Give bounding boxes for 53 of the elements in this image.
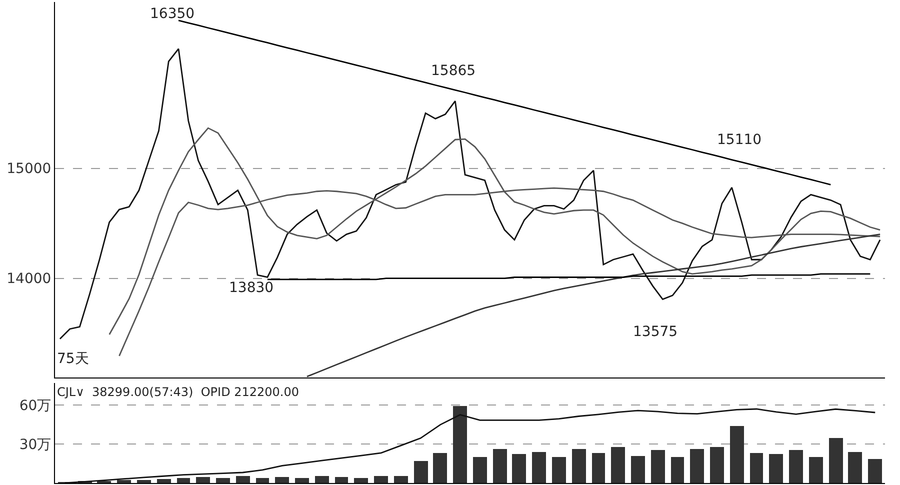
annotation: 16350 — [150, 6, 195, 22]
bar — [868, 459, 882, 483]
bar — [236, 476, 250, 483]
bar — [552, 457, 566, 483]
bar — [710, 447, 724, 483]
annotation: 15110 — [717, 132, 762, 148]
bar — [335, 477, 348, 483]
bar — [611, 447, 625, 483]
bar — [216, 478, 230, 483]
bar — [295, 478, 309, 483]
bar — [157, 479, 171, 483]
bar — [493, 449, 507, 483]
line-series — [178, 20, 832, 186]
bar — [789, 450, 803, 483]
bar — [275, 477, 289, 483]
y-tick-label: 14000 — [6, 271, 52, 288]
bar — [453, 406, 467, 483]
bar — [394, 476, 408, 483]
bar — [769, 454, 783, 483]
bar — [848, 452, 862, 483]
bar — [433, 453, 447, 483]
annotation: CJL∨ 38299.00(57:43) OPID 212200.00 — [57, 385, 300, 399]
line-series — [306, 234, 881, 378]
bar — [572, 449, 586, 483]
annotation: 75天 — [57, 351, 89, 367]
bar — [414, 461, 428, 483]
bar — [651, 450, 665, 483]
bar — [473, 457, 487, 483]
bar — [631, 456, 645, 483]
y-tick-label: 15000 — [6, 161, 52, 178]
bar — [730, 426, 744, 483]
line-series — [59, 48, 881, 340]
bar — [374, 476, 388, 483]
bar — [809, 457, 823, 483]
bar — [315, 476, 329, 483]
y-tick-label: 60万 — [19, 398, 52, 414]
annotation: 13575 — [633, 324, 678, 340]
bar — [592, 453, 605, 483]
bar — [354, 478, 368, 483]
bar — [117, 480, 131, 483]
annotation: 15865 — [431, 63, 476, 79]
bar — [256, 478, 269, 483]
bar — [671, 457, 684, 483]
bar — [177, 478, 190, 483]
y-tick-label: 30万 — [19, 437, 52, 454]
bar — [512, 454, 526, 483]
bar — [829, 438, 843, 483]
bar — [750, 453, 763, 483]
bar — [196, 477, 210, 483]
bar — [690, 449, 704, 483]
annotation: 13830 — [229, 280, 274, 296]
bar — [137, 480, 151, 483]
bar — [532, 452, 546, 483]
